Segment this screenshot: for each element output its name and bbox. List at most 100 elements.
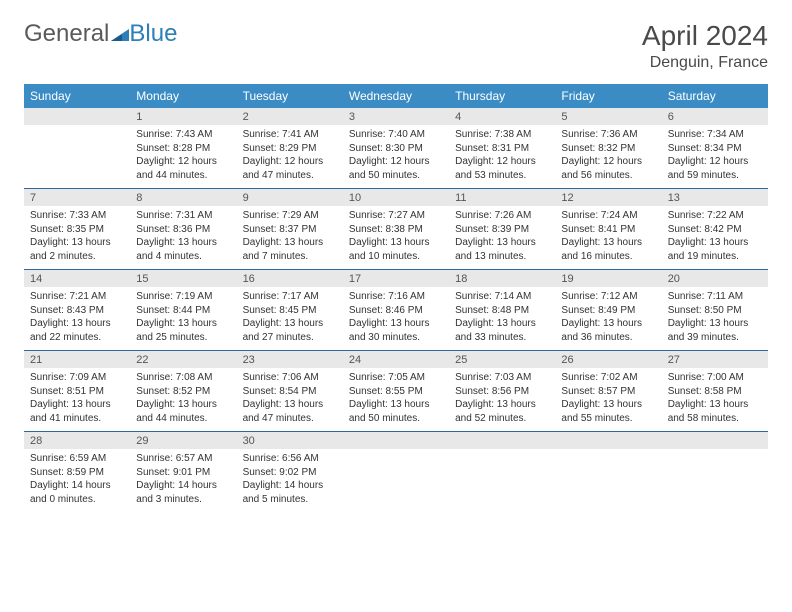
day-cell: 7Sunrise: 7:33 AMSunset: 8:35 PMDaylight… — [24, 189, 130, 269]
daylight-text: Daylight: 13 hours and 19 minutes. — [668, 236, 762, 263]
logo-triangle-icon — [111, 20, 129, 48]
sunrise-text: Sunrise: 7:06 AM — [243, 371, 337, 385]
daylight-text: Daylight: 12 hours and 44 minutes. — [136, 155, 230, 182]
location-label: Denguin, France — [642, 54, 768, 72]
day-number: 14 — [24, 270, 130, 287]
day-cell: 27Sunrise: 7:00 AMSunset: 8:58 PMDayligh… — [662, 351, 768, 431]
daylight-text: Daylight: 13 hours and 10 minutes. — [349, 236, 443, 263]
day-number: 20 — [662, 270, 768, 287]
sunrise-text: Sunrise: 7:21 AM — [30, 290, 124, 304]
logo-text-gray: General — [24, 20, 109, 48]
day-number: 1 — [130, 108, 236, 125]
day-cell: 8 Sunrise: 7:31 AMSunset: 8:36 PMDaylight… — [130, 189, 236, 269]
day-cell: 1Sunrise: 7:43 AMSunset: 8:28 PMDaylight… — [130, 108, 236, 188]
day-number: 13 — [662, 189, 768, 206]
sunrise-text: Sunrise: 7:17 AM — [243, 290, 337, 304]
day-cell: 5 Sunrise: 7:36 AMSunset: 8:32 PMDaylight… — [555, 108, 661, 188]
daylight-text: Daylight: 13 hours and 33 minutes. — [455, 317, 549, 344]
day-name: Wednesday — [343, 84, 449, 108]
daylight-text: Daylight: 12 hours and 53 minutes. — [455, 155, 549, 182]
day-name: Thursday — [449, 84, 555, 108]
day-details: Sunrise: 7:06 AMSunset: 8:54 PMDaylight:… — [237, 371, 343, 425]
daylight-text: Daylight: 13 hours and 55 minutes. — [561, 398, 655, 425]
day-details: Sunrise: 7:31 AMSunset: 8:36 PMDaylight:… — [130, 209, 236, 263]
sunset-text: Sunset: 8:30 PM — [349, 142, 443, 156]
daylight-text: Daylight: 13 hours and 52 minutes. — [455, 398, 549, 425]
day-number: 6 — [662, 108, 768, 125]
day-cell: 3Sunrise: 7:40 AMSunset: 8:30 PMDaylight… — [343, 108, 449, 188]
day-cell: 13Sunrise: 7:22 AMSunset: 8:42 PMDayligh… — [662, 189, 768, 269]
daylight-text: Daylight: 13 hours and 25 minutes. — [136, 317, 230, 344]
sunset-text: Sunset: 8:43 PM — [30, 304, 124, 318]
sunset-text: Sunset: 8:38 PM — [349, 223, 443, 237]
day-cell: 25Sunrise: 7:03 AMSunset: 8:56 PMDayligh… — [449, 351, 555, 431]
title-block: April 2024 Denguin, France — [642, 20, 768, 72]
day-cell: 20Sunrise: 7:11 AMSunset: 8:50 PMDayligh… — [662, 270, 768, 350]
day-details: Sunrise: 7:02 AMSunset: 8:57 PMDaylight:… — [555, 371, 661, 425]
day-number: 18 — [449, 270, 555, 287]
day-details: Sunrise: 7:09 AMSunset: 8:51 PMDaylight:… — [24, 371, 130, 425]
sunrise-text: Sunrise: 7:29 AM — [243, 209, 337, 223]
daylight-text: Daylight: 13 hours and 44 minutes. — [136, 398, 230, 425]
calendar-page: GeneralBlue April 2024 Denguin, France S… — [0, 0, 792, 532]
calendar-grid: Sunday Monday Tuesday Wednesday Thursday… — [24, 84, 768, 512]
sunset-text: Sunset: 8:39 PM — [455, 223, 549, 237]
daylight-text: Daylight: 13 hours and 36 minutes. — [561, 317, 655, 344]
day-cell: 4Sunrise: 7:38 AMSunset: 8:31 PMDaylight… — [449, 108, 555, 188]
sunrise-text: Sunrise: 7:00 AM — [668, 371, 762, 385]
month-title: April 2024 — [642, 20, 768, 52]
sunrise-text: Sunrise: 7:12 AM — [561, 290, 655, 304]
day-details: Sunrise: 6:59 AMSunset: 8:59 PMDaylight:… — [24, 452, 130, 506]
sunset-text: Sunset: 8:34 PM — [668, 142, 762, 156]
day-number: 29 — [130, 432, 236, 449]
sunset-text: Sunset: 8:36 PM — [136, 223, 230, 237]
day-number: 24 — [343, 351, 449, 368]
sunrise-text: Sunrise: 7:34 AM — [668, 128, 762, 142]
daylight-text: Daylight: 13 hours and 7 minutes. — [243, 236, 337, 263]
sunset-text: Sunset: 8:28 PM — [136, 142, 230, 156]
daylight-text: Daylight: 12 hours and 47 minutes. — [243, 155, 337, 182]
day-details: Sunrise: 7:36 AMSunset: 8:32 PMDaylight:… — [555, 128, 661, 182]
sunrise-text: Sunrise: 7:11 AM — [668, 290, 762, 304]
sunrise-text: Sunrise: 6:59 AM — [30, 452, 124, 466]
week-row: 28Sunrise: 6:59 AMSunset: 8:59 PMDayligh… — [24, 432, 768, 512]
day-number: 26 — [555, 351, 661, 368]
sunset-text: Sunset: 8:59 PM — [30, 466, 124, 480]
daylight-text: Daylight: 13 hours and 50 minutes. — [349, 398, 443, 425]
sunset-text: Sunset: 8:51 PM — [30, 385, 124, 399]
day-number: 19 — [555, 270, 661, 287]
sunset-text: Sunset: 8:52 PM — [136, 385, 230, 399]
day-name: Monday — [130, 84, 236, 108]
week-row: 14 Sunrise: 7:21 AMSunset: 8:43 PM Dayligh… — [24, 270, 768, 351]
day-name: Friday — [555, 84, 661, 108]
day-cell: 2Sunrise: 7:41 AMSunset: 8:29 PMDaylight… — [237, 108, 343, 188]
day-cell: 9Sunrise: 7:29 AMSunset: 8:37 PMDaylight… — [237, 189, 343, 269]
day-number: 3 — [343, 108, 449, 125]
day-number: 4 — [449, 108, 555, 125]
sunrise-text: Sunrise: 7:31 AM — [136, 209, 230, 223]
sunrise-text: Sunrise: 7:26 AM — [455, 209, 549, 223]
week-row: 21Sunrise: 7:09 AMSunset: 8:51 PMDayligh… — [24, 351, 768, 432]
sunset-text: Sunset: 8:44 PM — [136, 304, 230, 318]
day-cell: 28Sunrise: 6:59 AMSunset: 8:59 PMDayligh… — [24, 432, 130, 512]
day-number: 5 — [555, 108, 661, 125]
daylight-text: Daylight: 13 hours and 4 minutes. — [136, 236, 230, 263]
day-cell — [24, 108, 130, 188]
sunrise-text: Sunrise: 7:08 AM — [136, 371, 230, 385]
day-number: 8 — [130, 189, 236, 206]
day-cell: 29 Sunrise: 6:57 AMSunset: 9:01 PMDayligh… — [130, 432, 236, 512]
day-details: Sunrise: 7:29 AMSunset: 8:37 PMDaylight:… — [237, 209, 343, 263]
day-number: 25 — [449, 351, 555, 368]
sunset-text: Sunset: 8:57 PM — [561, 385, 655, 399]
sunset-text: Sunset: 8:56 PM — [455, 385, 549, 399]
daylight-text: Daylight: 13 hours and 13 minutes. — [455, 236, 549, 263]
sunset-text: Sunset: 8:48 PM — [455, 304, 549, 318]
day-cell: 23Sunrise: 7:06 AMSunset: 8:54 PMDayligh… — [237, 351, 343, 431]
sunrise-text: Sunrise: 6:56 AM — [243, 452, 337, 466]
sunset-text: Sunset: 8:37 PM — [243, 223, 337, 237]
day-details: Sunrise: 6:57 AMSunset: 9:01 PMDaylight:… — [130, 452, 236, 506]
week-row: 7Sunrise: 7:33 AMSunset: 8:35 PMDaylight… — [24, 189, 768, 270]
day-details: Sunrise: 7:12 AMSunset: 8:49 PMDaylight:… — [555, 290, 661, 344]
sunset-text: Sunset: 8:55 PM — [349, 385, 443, 399]
day-cell: 14Sunrise: 7:21 AMSunset: 8:43 PMDayligh… — [24, 270, 130, 350]
